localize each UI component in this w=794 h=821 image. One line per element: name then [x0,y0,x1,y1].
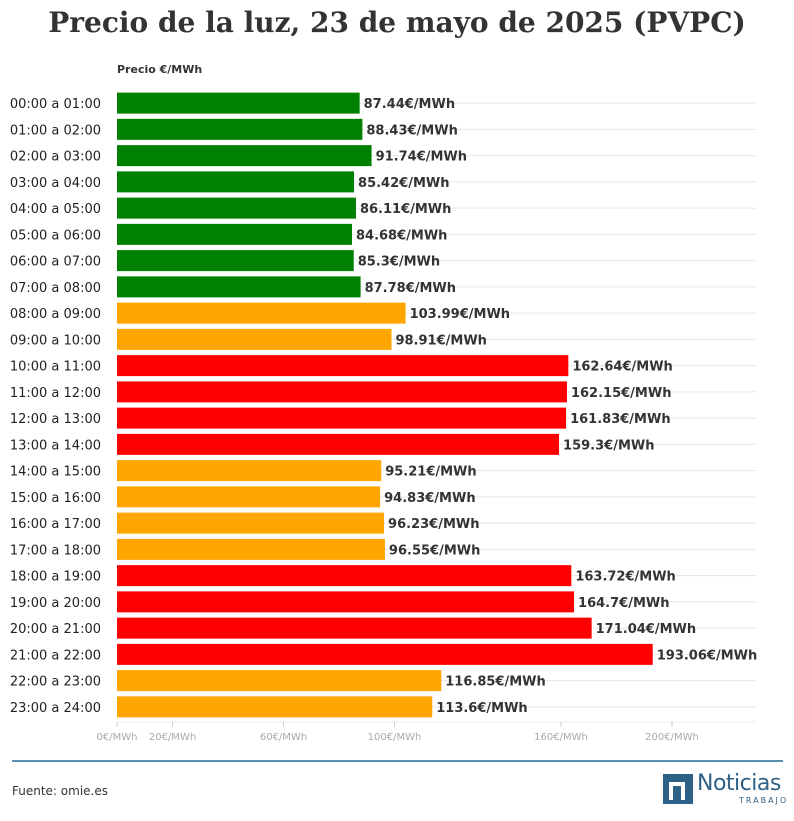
category-label: 20:00 a 21:00 [10,622,101,637]
category-label: 05:00 a 06:00 [10,228,101,243]
value-label: 96.55€/MWh [389,543,480,558]
value-label: 162.15€/MWh [571,386,672,401]
bar [117,617,592,639]
category-label: 13:00 a 14:00 [10,438,101,453]
chart-title: Precio de la luz, 23 de mayo de 2025 (PV… [48,6,746,39]
category-label: 03:00 a 04:00 [10,176,101,191]
category-label: 08:00 a 09:00 [10,307,101,322]
value-labels: 87.44€/MWh 88.43€/MWh 91.74€/MWh 85.42€/MWh… [356,97,757,716]
value-label: 94.83€/MWh [384,491,475,506]
bar [117,118,363,140]
value-label: 164.7€/MWh [578,596,669,611]
category-label: 11:00 a 12:00 [10,386,101,401]
value-label: 91.74€/MWh [376,150,467,165]
value-label: 85.42€/MWh [358,176,449,191]
category-label: 22:00 a 23:00 [10,675,101,690]
x-tick-label: 0€/MWh [97,732,138,743]
bar [117,145,372,167]
bars [117,92,653,718]
category-label: 04:00 a 05:00 [10,202,101,217]
bar [117,250,354,272]
category-labels: 00:00 a 01:00 01:00 a 02:00 02:00 a 03:00 0… [10,97,101,716]
value-label: 87.44€/MWh [364,97,455,112]
bar [117,512,385,534]
category-label: 00:00 a 01:00 [10,97,101,112]
x-axis-ticks: 0€/MWh 20€/MWh 60€/MWh 100€/MWh 160€/MWh 200€… [97,721,756,743]
bar [117,591,575,613]
bar [117,171,355,193]
logo-name: Noticias [697,771,781,796]
value-label: 96.23€/MWh [388,517,479,532]
bar [117,433,560,455]
category-label: 06:00 a 07:00 [10,255,101,270]
value-label: 95.21€/MWh [385,465,476,480]
value-label: 98.91€/MWh [395,333,486,348]
category-label: 12:00 a 13:00 [10,412,101,427]
category-label: 07:00 a 08:00 [10,281,101,296]
logo-icon [663,774,693,804]
brand-logo: Noticias TRABAJO [663,771,789,806]
category-label: 17:00 a 18:00 [10,543,101,558]
value-label: 88.43€/MWh [366,123,457,138]
bar [117,223,352,245]
category-label: 18:00 a 19:00 [10,570,101,585]
category-label: 10:00 a 11:00 [10,360,101,375]
bar [117,276,361,298]
x-tick-label: 100€/MWh [368,732,422,743]
category-label: 14:00 a 15:00 [10,465,101,480]
bar [117,486,381,508]
category-label: 16:00 a 17:00 [10,517,101,532]
gridlines [117,102,756,708]
value-label: 171.04€/MWh [596,622,697,637]
value-label: 87.78€/MWh [365,281,456,296]
x-tick-label: 160€/MWh [534,732,588,743]
category-label: 01:00 a 02:00 [10,123,101,138]
bar [117,407,567,429]
bar [117,302,406,324]
value-label: 84.68€/MWh [356,228,447,243]
unit-label: Precio €/MWh [117,63,202,76]
category-label: 19:00 a 20:00 [10,596,101,611]
category-label: 23:00 a 24:00 [10,701,101,716]
value-label: 163.72€/MWh [575,570,676,585]
bar [117,538,385,560]
value-label: 113.6€/MWh [436,701,527,716]
category-label: 21:00 a 22:00 [10,648,101,663]
footer-rule [12,760,783,762]
bar [117,565,572,587]
value-label: 85.3€/MWh [358,255,440,270]
value-label: 193.06€/MWh [657,648,758,663]
bar [117,197,356,219]
bar [117,355,569,377]
bar [117,643,653,665]
value-label: 162.64€/MWh [572,360,673,375]
bar [117,381,567,403]
category-label: 02:00 a 03:00 [10,150,101,165]
value-label: 116.85€/MWh [445,675,546,690]
source-note: Fuente: omie.es [12,784,108,798]
bar [117,328,392,350]
value-label: 86.11€/MWh [360,202,451,217]
category-label: 15:00 a 16:00 [10,491,101,506]
value-label: 161.83€/MWh [570,412,671,427]
x-tick-label: 200€/MWh [645,732,699,743]
x-tick-label: 60€/MWh [260,732,307,743]
bar [117,92,360,114]
x-tick-label: 20€/MWh [149,732,196,743]
logo-subtitle: TRABAJO [739,796,789,805]
bar [117,696,433,718]
bar [117,460,382,482]
category-label: 09:00 a 10:00 [10,333,101,348]
value-label: 159.3€/MWh [563,438,654,453]
bar [117,670,442,692]
value-label: 103.99€/MWh [410,307,511,322]
